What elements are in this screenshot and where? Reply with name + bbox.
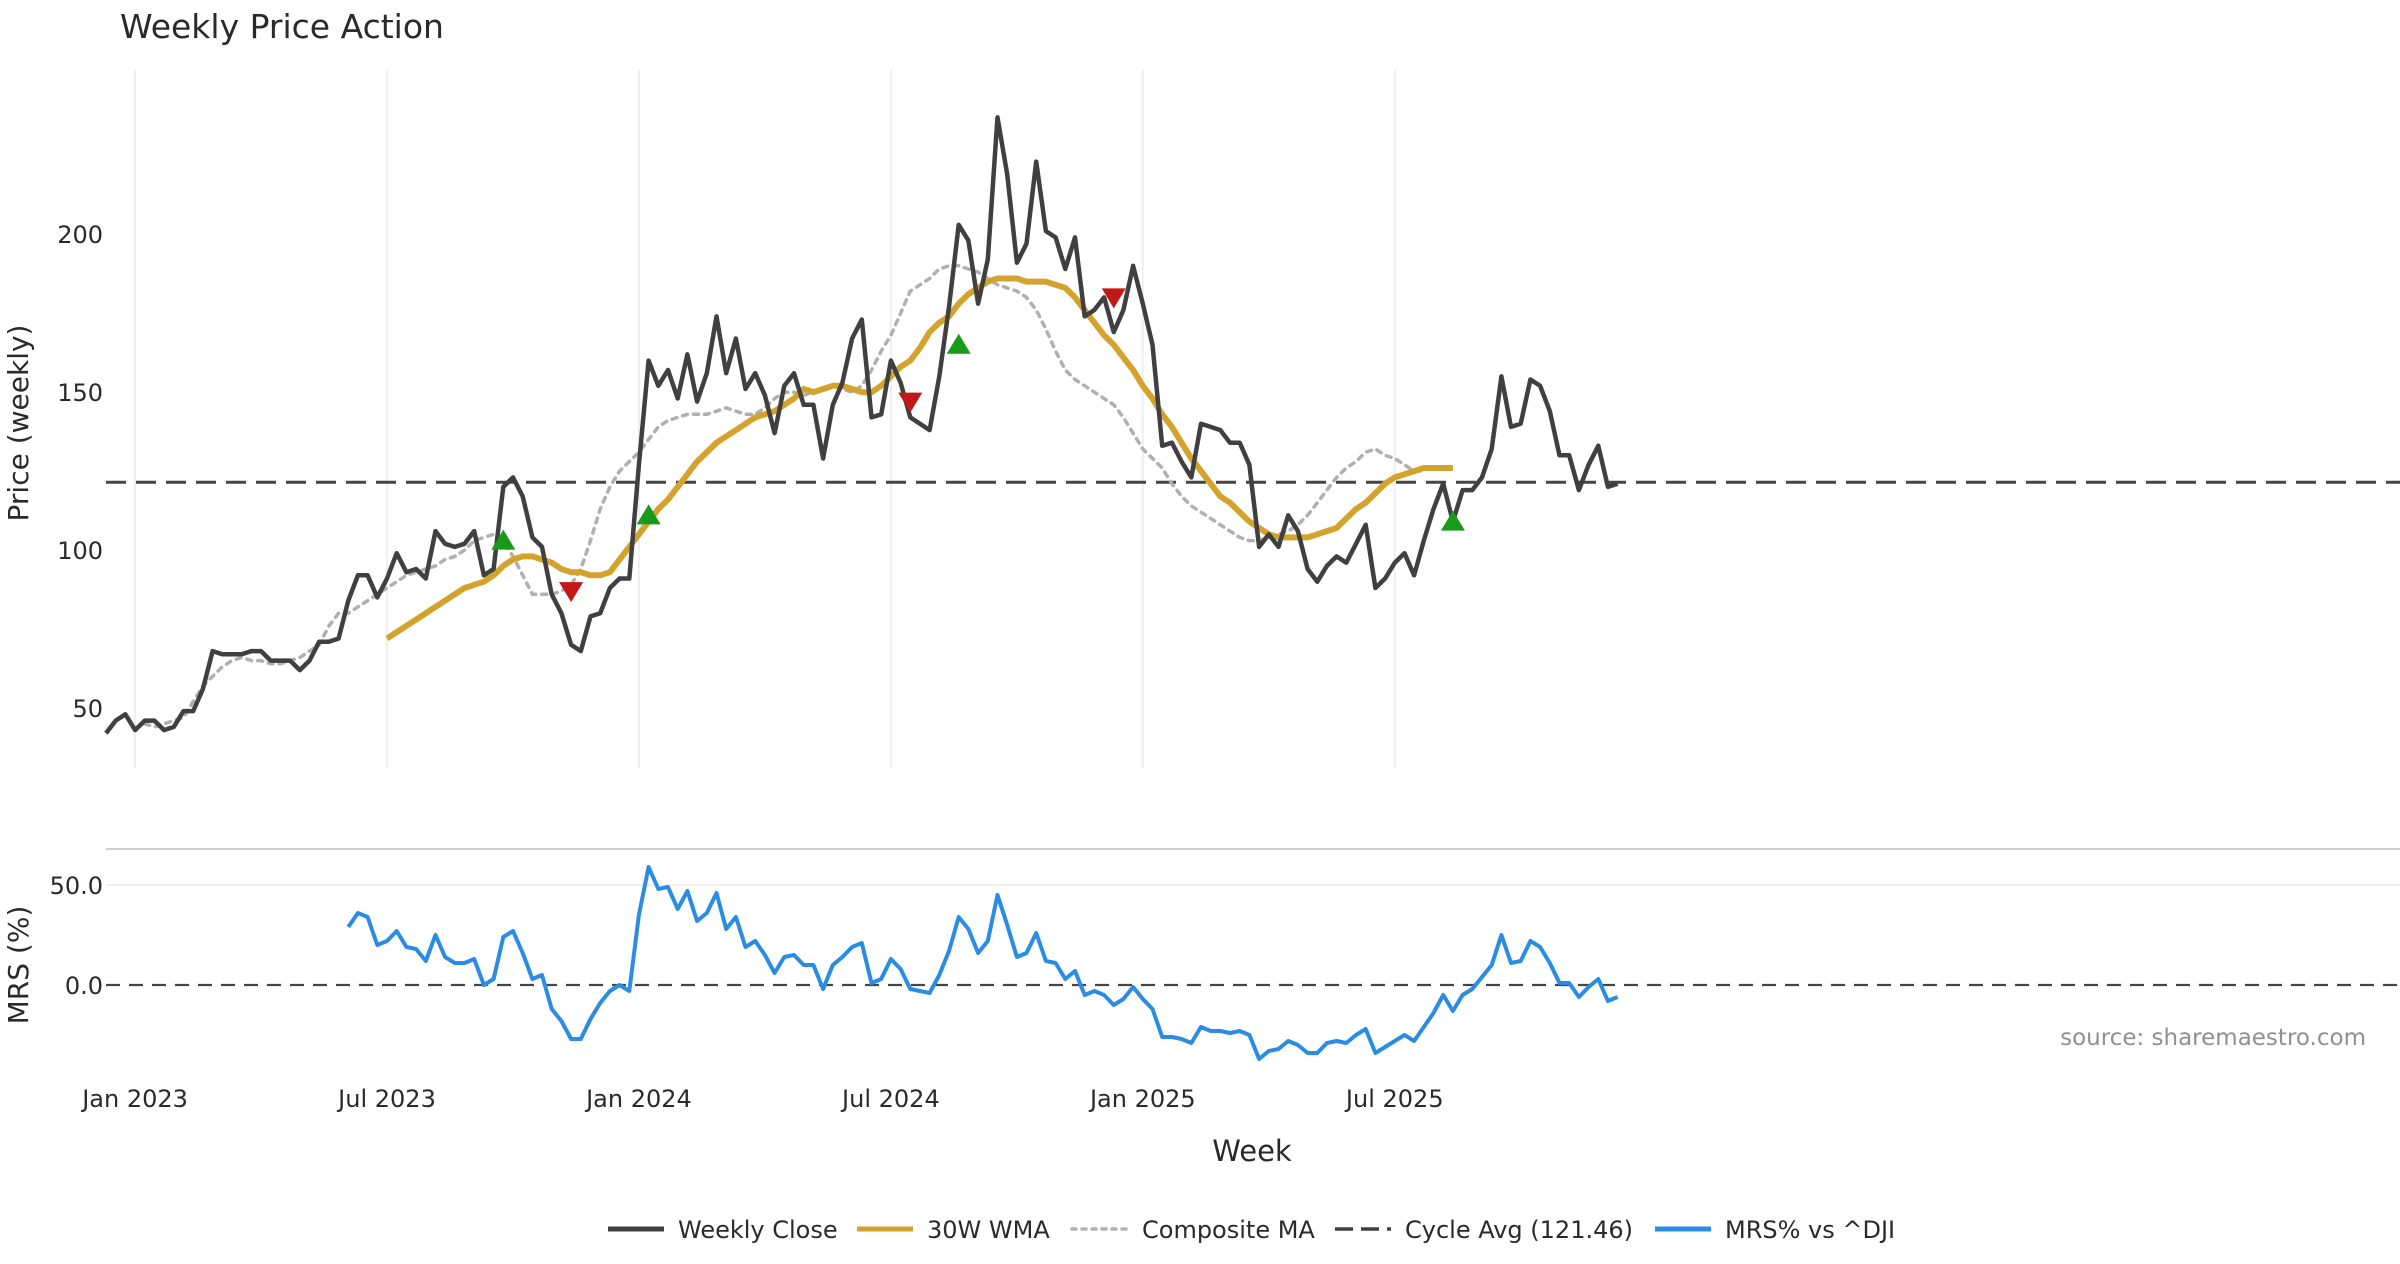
price-panel: Price (weekly) 50 100 150 200 — [2, 115, 2400, 735]
legend-entry: Weekly Close — [678, 1216, 838, 1244]
x-tick-label: Jan 2023 — [80, 1085, 188, 1113]
buy-signal-marker — [1440, 510, 1465, 531]
x-axis-label: Week — [1212, 1134, 1292, 1168]
gridlines — [134, 70, 1396, 768]
price-tick-label: 50 — [72, 695, 103, 723]
buy-signal-marker — [491, 529, 516, 550]
x-tick-label: Jul 2025 — [1344, 1085, 1444, 1113]
chart-title: Weekly Price Action — [120, 7, 444, 46]
chart-legend: Weekly Close 30W WMA Composite MA Cycle Avg… — [608, 1216, 1895, 1244]
x-axis: Week Jan 2023 Jul 2023 Jan 2024 Jul 2024 Jan… — [80, 1085, 1443, 1168]
buy-signal-marker — [946, 333, 971, 354]
legend-entry: 30W WMA — [927, 1216, 1050, 1244]
x-tick-label: Jul 2024 — [840, 1085, 940, 1113]
source-note: source: sharemaestro.com — [2060, 1025, 2366, 1051]
mrs-line — [346, 865, 1619, 1061]
price-tick-label: 200 — [57, 221, 103, 249]
wma-30w-line — [385, 275, 1453, 642]
sell-signal-marker — [559, 582, 584, 603]
sell-signal-marker — [1101, 288, 1126, 309]
mrs-panel: MRS (%) 50.0 0.0 — [2, 865, 2400, 1061]
mrs-tick-label: 50.0 — [50, 872, 103, 900]
x-tick-label: Jan 2025 — [1088, 1085, 1196, 1113]
legend-entry: MRS% vs ^DJI — [1725, 1216, 1895, 1244]
legend-entry: Cycle Avg (121.46) — [1405, 1216, 1633, 1244]
price-tick-label: 100 — [57, 537, 103, 565]
composite-ma-line — [143, 264, 1426, 729]
sell-signal-marker — [898, 392, 923, 413]
price-axis-label: Price (weekly) — [2, 325, 35, 522]
x-tick-label: Jan 2024 — [584, 1085, 692, 1113]
buy-signal-marker — [636, 504, 661, 525]
mrs-axis-label: MRS (%) — [2, 906, 35, 1025]
price-tick-label: 150 — [57, 379, 103, 407]
mrs-tick-label: 0.0 — [65, 972, 103, 1000]
x-tick-label: Jul 2023 — [336, 1085, 436, 1113]
weekly-close-line — [104, 115, 1619, 735]
legend-entry: Composite MA — [1142, 1216, 1315, 1244]
